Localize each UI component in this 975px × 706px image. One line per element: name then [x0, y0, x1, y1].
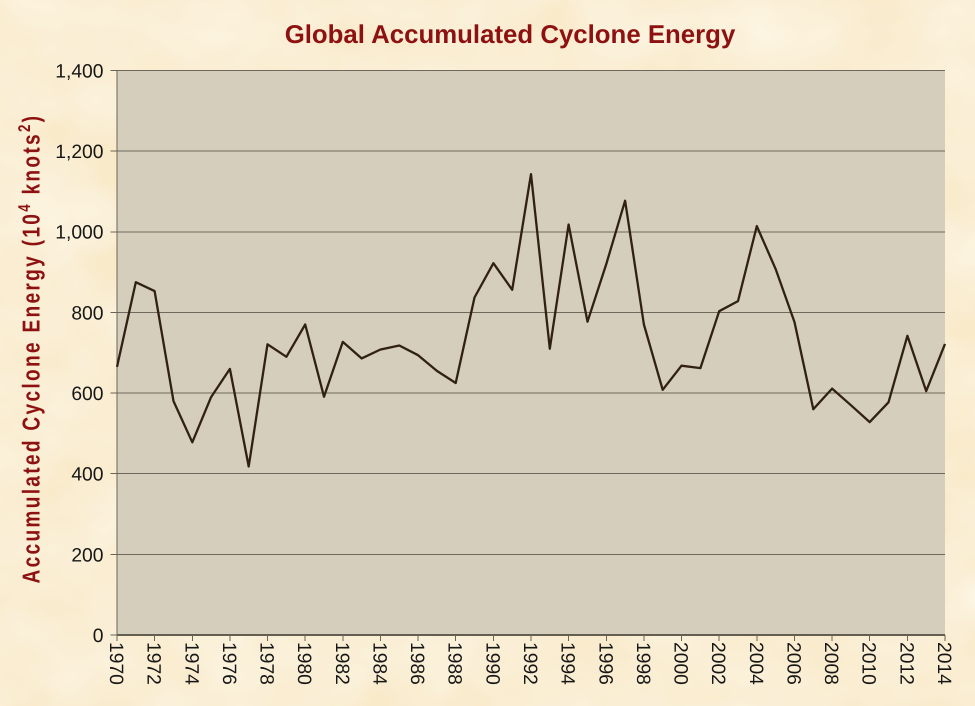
svg-text:1972: 1972 — [143, 642, 164, 685]
svg-text:1,000: 1,000 — [55, 223, 103, 244]
svg-text:1996: 1996 — [594, 642, 615, 685]
svg-text:Global Accumulated Cyclone Ene: Global Accumulated Cyclone Energy — [285, 21, 736, 49]
svg-text:1976: 1976 — [218, 642, 239, 685]
svg-text:200: 200 — [71, 545, 103, 566]
svg-text:1986: 1986 — [406, 642, 427, 685]
svg-text:1982: 1982 — [331, 642, 352, 685]
svg-text:800: 800 — [71, 303, 103, 324]
svg-text:2012: 2012 — [895, 642, 916, 685]
svg-text:1,400: 1,400 — [55, 61, 103, 82]
svg-text:1,200: 1,200 — [55, 142, 103, 163]
svg-text:2010: 2010 — [858, 642, 879, 685]
svg-text:2002: 2002 — [707, 642, 728, 685]
svg-text:1974: 1974 — [180, 642, 201, 685]
svg-text:2014: 2014 — [933, 642, 954, 685]
svg-text:1998: 1998 — [632, 642, 653, 685]
svg-text:0: 0 — [93, 626, 104, 647]
svg-text:1970: 1970 — [105, 642, 126, 685]
svg-text:1980: 1980 — [293, 642, 314, 685]
svg-text:400: 400 — [71, 465, 103, 486]
svg-text:1984: 1984 — [369, 642, 390, 685]
svg-text:2008: 2008 — [820, 642, 841, 685]
svg-text:1988: 1988 — [444, 642, 465, 685]
svg-text:2006: 2006 — [783, 642, 804, 685]
svg-text:1992: 1992 — [519, 642, 540, 685]
svg-text:2000: 2000 — [670, 642, 691, 685]
svg-text:1978: 1978 — [256, 642, 277, 685]
svg-text:2004: 2004 — [745, 642, 766, 685]
svg-text:1990: 1990 — [481, 642, 502, 685]
svg-text:Accumulated Cyclone Energy (10: Accumulated Cyclone Energy (104 knots2) — [15, 114, 46, 584]
svg-text:600: 600 — [71, 384, 103, 405]
svg-text:1994: 1994 — [557, 642, 578, 685]
